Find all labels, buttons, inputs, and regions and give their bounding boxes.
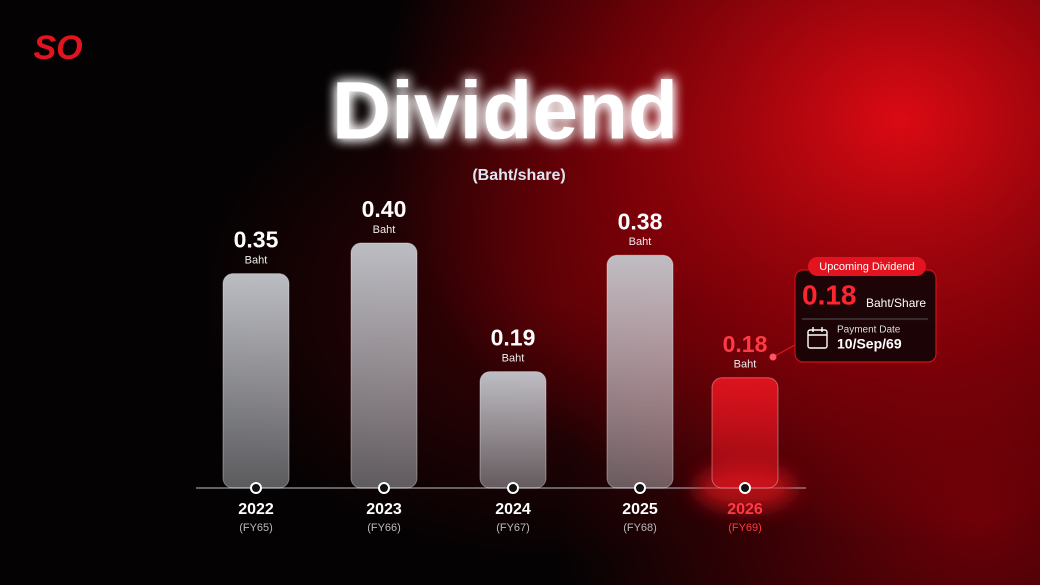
axis-marker (739, 482, 751, 494)
bar (222, 273, 290, 489)
callout-date-label: Payment Date (837, 325, 901, 336)
bar (479, 371, 547, 489)
callout-date: 10/Sep/69 (837, 336, 902, 352)
chart-title: Dividend (332, 66, 678, 157)
axis-marker (378, 482, 390, 494)
unit-label: Baht (245, 255, 268, 267)
callout-pill (808, 257, 926, 276)
x-sublabel: (FY68) (623, 522, 657, 534)
calendar-icon (807, 327, 828, 349)
x-sublabel: (FY67) (496, 522, 530, 534)
x-tick-label: 2023 (366, 501, 402, 518)
value-label: 0.35 (234, 227, 279, 253)
x-sublabel: (FY65) (239, 522, 273, 534)
x-sublabel: (FY66) (367, 522, 401, 534)
axis-marker (634, 482, 646, 494)
unit-label: Baht (629, 236, 652, 248)
x-tick-label: 2022 (238, 501, 274, 518)
bar (606, 254, 674, 489)
bar (350, 242, 418, 489)
unit-label: Baht (734, 359, 757, 371)
unit-label: Baht (373, 224, 396, 236)
callout-connector (772, 344, 796, 358)
callout-value: 0.18 (802, 279, 857, 310)
logo: SO (33, 29, 82, 67)
callout-dot (769, 353, 777, 361)
chart-subtitle: (Baht/share) (472, 167, 565, 184)
axis-marker (250, 482, 262, 494)
bar (711, 377, 779, 489)
value-label: 0.18 (723, 331, 768, 357)
value-label: 0.19 (491, 325, 536, 351)
unit-label: Baht (502, 353, 525, 365)
x-tick-label: 2026 (727, 501, 763, 518)
x-sublabel: (FY69) (728, 522, 762, 534)
value-label: 0.40 (362, 196, 407, 222)
callout-unit: Baht/Share (866, 296, 926, 310)
value-label: 0.38 (618, 208, 663, 234)
x-tick-label: 2024 (495, 501, 531, 518)
x-tick-label: 2025 (622, 501, 658, 518)
callout: Upcoming Dividend 0.18 Baht/Share Paymen… (769, 257, 937, 363)
axis-marker (507, 482, 519, 494)
callout-label: Upcoming Dividend (819, 261, 914, 273)
